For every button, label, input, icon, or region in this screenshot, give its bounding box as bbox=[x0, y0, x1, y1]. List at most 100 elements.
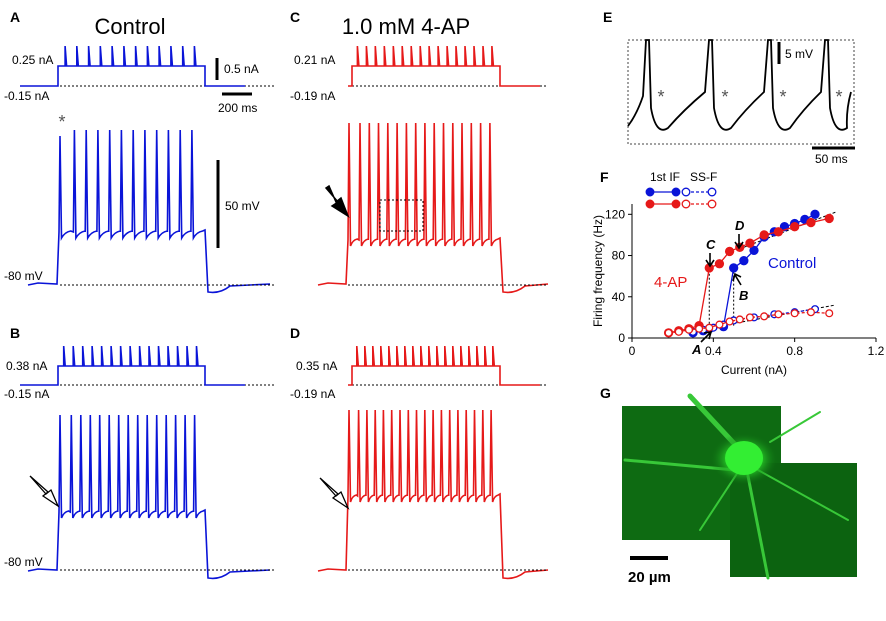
b-current-trace bbox=[20, 345, 245, 386]
f-legend-marker bbox=[645, 187, 655, 197]
f-x-tick-label: 0.4 bbox=[705, 344, 722, 358]
panel-c: 0.21 nA -0.19 nA bbox=[290, 45, 549, 294]
f-arrow-a-icon bbox=[700, 331, 713, 343]
f-trend-line-high bbox=[743, 211, 836, 248]
e-asterisk-4: * bbox=[835, 87, 842, 107]
f-x-tick-label: 1.2 bbox=[868, 344, 885, 358]
f-data-point bbox=[714, 259, 725, 269]
b-rmp-label: -80 mV bbox=[4, 555, 43, 569]
f-data-point bbox=[724, 246, 735, 257]
f-data-point bbox=[825, 309, 834, 318]
f-data-point bbox=[725, 317, 734, 326]
f-y-tick-label: 0 bbox=[618, 331, 625, 345]
b-open-arrow-icon bbox=[29, 475, 60, 508]
panel-label-a: A bbox=[10, 9, 20, 25]
f-data-point bbox=[790, 309, 799, 318]
c-filled-arrow-icon bbox=[324, 184, 350, 218]
f-legend-marker bbox=[681, 199, 691, 209]
panel-f-chart: 0 0.4 0.8 1.2 0 40 80 120 Current (nA) Firing f… bbox=[591, 170, 885, 377]
f-legend-col1: 1st IF bbox=[650, 170, 680, 184]
panel-b: 0.38 nA -0.15 nA -80 mV bbox=[4, 345, 275, 580]
f-data-point bbox=[664, 328, 673, 337]
b-voltage-trace bbox=[27, 414, 271, 580]
f-series-group bbox=[663, 209, 834, 338]
b-step-high: 0.38 nA bbox=[6, 359, 47, 373]
f-label-4ap: 4-AP bbox=[654, 274, 687, 291]
f-arrow-b-icon bbox=[732, 272, 742, 286]
panel-label-d: D bbox=[290, 325, 300, 341]
f-data-point bbox=[760, 312, 769, 321]
f-x-tick-label: 0.8 bbox=[786, 344, 803, 358]
f-data-point bbox=[705, 323, 714, 332]
f-legend-marker bbox=[707, 199, 717, 209]
e-asterisk-1: * bbox=[657, 87, 664, 107]
f-arrow-c-icon bbox=[705, 253, 715, 268]
f-legend-marker bbox=[681, 187, 691, 197]
f-y-tick-label: 40 bbox=[612, 290, 626, 304]
voltage-scale-label: 50 mV bbox=[225, 199, 260, 213]
panel-e: * * * * 5 mV 50 ms bbox=[627, 39, 855, 166]
a-current-scale-label: 0.5 nA bbox=[224, 62, 259, 76]
d-open-arrow-icon bbox=[319, 477, 350, 510]
f-data-point bbox=[806, 217, 816, 228]
f-data-point bbox=[773, 227, 784, 237]
f-legend-marker bbox=[671, 199, 681, 209]
a-time-scale-label: 200 ms bbox=[218, 101, 257, 115]
f-legend bbox=[645, 187, 717, 209]
c-zoom-box bbox=[379, 199, 424, 232]
title-4ap: 1.0 mM 4-AP bbox=[342, 14, 470, 39]
d-current-trace bbox=[348, 345, 540, 386]
c-step-high: 0.21 nA bbox=[294, 53, 335, 67]
c-voltage-trace bbox=[317, 122, 549, 294]
f-data-point bbox=[749, 245, 759, 256]
f-data-point bbox=[695, 324, 704, 333]
panel-label-c: C bbox=[290, 9, 300, 25]
panel-label-b: B bbox=[10, 325, 20, 341]
f-ticks: 0 0.4 0.8 1.2 0 40 80 120 bbox=[605, 207, 885, 358]
g-soma bbox=[725, 441, 763, 475]
f-annot-a: A bbox=[691, 342, 701, 357]
e-frame bbox=[627, 39, 855, 145]
f-annot-b: B bbox=[739, 288, 748, 303]
a-step-low: -0.15 nA bbox=[4, 89, 49, 103]
f-legend-col2: SS-F bbox=[690, 170, 717, 184]
f-y-tick-label: 80 bbox=[612, 249, 626, 263]
a-step-high: 0.25 nA bbox=[12, 53, 53, 67]
e-voltage-scale-label: 5 mV bbox=[785, 47, 813, 61]
f-legend-marker bbox=[671, 187, 681, 197]
f-data-point bbox=[759, 230, 769, 240]
panel-a: 0.25 nA -0.15 nA * -80 mV 0.5 nA 200 ms … bbox=[4, 45, 275, 294]
d-step-high: 0.35 nA bbox=[296, 359, 337, 373]
title-control: Control bbox=[95, 14, 166, 39]
f-data-point bbox=[739, 256, 749, 266]
d-voltage-trace bbox=[317, 409, 549, 580]
f-label-control: Control bbox=[768, 255, 816, 272]
d-step-low: -0.19 nA bbox=[290, 387, 335, 401]
g-scale-label: 20 µm bbox=[628, 569, 671, 586]
f-data-point bbox=[684, 325, 693, 334]
f-legend-marker bbox=[707, 187, 717, 197]
f-data-point bbox=[715, 320, 724, 329]
f-y-axis-label: Firing frequency (Hz) bbox=[591, 215, 605, 327]
f-data-point bbox=[745, 238, 755, 248]
e-asterisk-3: * bbox=[779, 87, 786, 107]
f-data-point bbox=[810, 209, 820, 219]
f-annot-d: D bbox=[735, 218, 745, 233]
f-data-point bbox=[790, 222, 800, 232]
f-data-point bbox=[729, 263, 739, 273]
c-current-trace bbox=[348, 45, 540, 87]
f-arrow-d-icon bbox=[734, 234, 744, 250]
f-x-axis-label: Current (nA) bbox=[721, 363, 787, 377]
panel-label-e: E bbox=[603, 9, 612, 25]
f-data-point bbox=[774, 310, 783, 319]
f-data-point bbox=[745, 313, 754, 322]
f-y-tick-label: 120 bbox=[605, 207, 625, 221]
c-step-low: -0.19 nA bbox=[290, 89, 335, 103]
f-data-point bbox=[806, 308, 815, 317]
f-data-point bbox=[674, 327, 683, 336]
a-rmp-label: -80 mV bbox=[4, 269, 43, 283]
f-data-point bbox=[735, 315, 744, 324]
f-legend-marker bbox=[645, 199, 655, 209]
panel-d: 0.35 nA -0.19 nA bbox=[290, 345, 549, 580]
a-voltage-trace bbox=[27, 129, 271, 294]
